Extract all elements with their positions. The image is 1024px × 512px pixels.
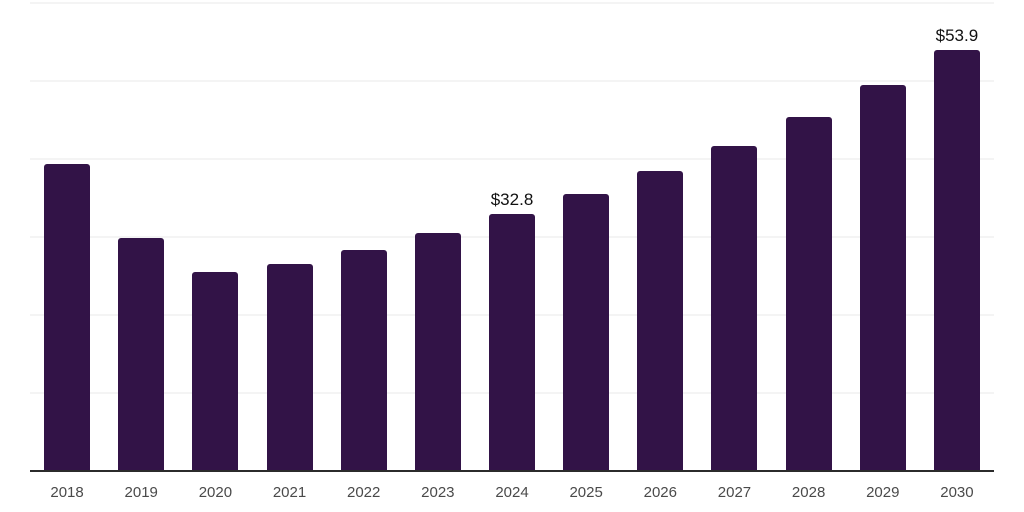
gridline-60 — [30, 2, 994, 4]
x-tick-label-2029: 2029 — [866, 484, 900, 501]
bar-2021 — [266, 264, 313, 470]
plot-area: $32.8 $53.9 — [30, 2, 994, 472]
bar-2020 — [192, 271, 239, 470]
x-tick-label-2021: 2021 — [272, 484, 307, 501]
x-tick-label-2023: 2023 — [421, 484, 455, 501]
bar-2029 — [859, 85, 906, 470]
x-tick-label-2019: 2019 — [124, 484, 158, 501]
value-label-2030: $53.9 — [935, 25, 979, 45]
x-tick-label-2022: 2022 — [347, 484, 381, 501]
bar-2030 — [933, 49, 980, 470]
x-axis-line — [30, 470, 994, 472]
x-tick-label-2024: 2024 — [495, 484, 529, 501]
gridline-40 — [30, 158, 994, 160]
x-tick-label-2025: 2025 — [569, 484, 603, 501]
value-label-2024: $32.8 — [490, 190, 534, 210]
bar-2018 — [44, 164, 91, 470]
bar-2028 — [785, 117, 832, 470]
x-tick-label-2026: 2026 — [643, 484, 677, 501]
bar-2026 — [637, 171, 684, 470]
bar-2027 — [711, 146, 758, 470]
x-tick-label-2028: 2028 — [791, 484, 826, 501]
bar-2019 — [118, 237, 165, 470]
gridline-50 — [30, 80, 994, 82]
bar-2023 — [414, 232, 461, 470]
bar-2024 — [489, 214, 535, 470]
bar-2025 — [563, 193, 610, 470]
bar-2022 — [340, 250, 387, 470]
x-tick-label-2020: 2020 — [198, 484, 233, 501]
x-tick-label-2018: 2018 — [50, 484, 84, 501]
x-tick-label-2027: 2027 — [717, 484, 752, 501]
x-tick-label-2030: 2030 — [940, 484, 974, 501]
